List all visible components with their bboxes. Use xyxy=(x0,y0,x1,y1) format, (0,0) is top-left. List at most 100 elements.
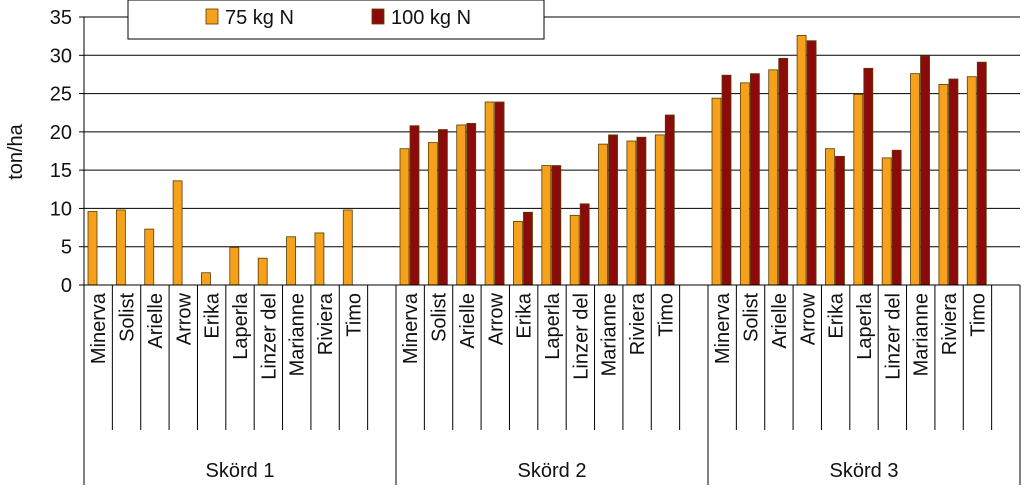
bar-skörd-2-solist-100 xyxy=(437,129,448,286)
bar-skörd-1-arrow-75 xyxy=(172,180,183,286)
x-tick-label: Arrow xyxy=(173,292,195,345)
bar-skörd-3-arielle-75 xyxy=(768,69,779,286)
bar-skörd-2-minerva-100 xyxy=(409,125,420,286)
x-tick-label: Laperla xyxy=(230,292,252,360)
group-label: Skörd 2 xyxy=(518,460,587,482)
y-tick-label: 25 xyxy=(50,84,72,106)
x-tick-label: Marianne xyxy=(287,293,309,376)
bar-skörd-1-erika-75 xyxy=(201,272,211,286)
x-tick-label: Marianne xyxy=(599,293,621,376)
bar-skörd-1-marianne-75 xyxy=(286,236,296,286)
bar-skörd-3-solist-100 xyxy=(749,73,760,286)
bar-skörd-3-linzer-del-100 xyxy=(891,149,902,286)
bar-skörd-3-minerva-75 xyxy=(711,97,722,286)
x-tick-label: Riviera xyxy=(315,292,337,355)
bar-skörd-3-riviera-75 xyxy=(938,83,949,286)
x-tick-label: Linzer del xyxy=(882,293,904,380)
group-label: Skörd 1 xyxy=(206,460,275,482)
legend-swatch xyxy=(205,8,219,25)
legend: 75 kg N 100 kg N xyxy=(127,0,545,40)
legend-swatch xyxy=(371,8,385,25)
x-tick-label: Arielle xyxy=(145,293,167,349)
y-tick-label: 5 xyxy=(61,237,72,259)
y-tick-label: 35 xyxy=(50,7,72,29)
bar-skörd-3-arrow-100 xyxy=(806,40,817,286)
x-tick-label: Riviera xyxy=(939,292,961,355)
bar-skörd-3-erika-75 xyxy=(825,148,835,286)
bar-skörd-3-marianne-100 xyxy=(920,55,930,286)
bar-skörd-2-arielle-100 xyxy=(466,123,477,286)
x-tick-label: Timo xyxy=(343,293,365,337)
bar-skörd-3-arielle-100 xyxy=(778,57,789,286)
x-tick-label: Solist xyxy=(117,293,139,342)
bar-skörd-2-arrow-100 xyxy=(494,101,505,286)
bar-skörd-2-timo-100 xyxy=(664,114,675,286)
bar-skörd-3-laperla-75 xyxy=(853,93,864,286)
bar-skörd-1-minerva-75 xyxy=(87,211,98,286)
legend-label: 75 kg N xyxy=(225,7,294,29)
x-tick-label: Erika xyxy=(202,292,224,338)
x-tick-label: Laperla xyxy=(542,292,564,360)
x-tick-label: Minerva xyxy=(712,292,734,364)
bar-skörd-3-linzer-del-75 xyxy=(881,157,892,286)
bar-skörd-3-riviera-100 xyxy=(948,78,959,286)
bar-skörd-2-solist-75 xyxy=(427,142,438,286)
bar-skörd-3-solist-75 xyxy=(739,82,750,286)
bar-skörd-2-laperla-75 xyxy=(541,165,552,286)
x-tick-label: Timo xyxy=(967,293,989,337)
bar-skörd-2-linzer-del-100 xyxy=(579,203,590,286)
bar-skörd-1-arielle-75 xyxy=(144,228,155,286)
y-tick-label: 15 xyxy=(50,160,72,182)
bar-skörd-3-arrow-75 xyxy=(796,34,807,286)
x-tick-label: Arrow xyxy=(797,292,819,345)
bar-skörd-1-laperla-75 xyxy=(229,247,240,286)
y-tick-label: 10 xyxy=(50,198,72,220)
y-tick-label: 20 xyxy=(50,122,72,144)
x-tick-label: Arielle xyxy=(769,293,791,349)
y-tick-label: 0 xyxy=(61,275,72,297)
x-tick-label: Erika xyxy=(514,292,536,338)
bar-skörd-2-timo-75 xyxy=(654,134,665,286)
x-tick-label: Arielle xyxy=(457,293,479,349)
x-tick-label: Marianne xyxy=(911,293,933,376)
x-tick-label: Linzer del xyxy=(258,293,280,380)
y-axis: 0 5 10 15 20 25 30 35 xyxy=(50,7,85,297)
x-tick-label: Timo xyxy=(655,293,677,337)
bar-skörd-2-arrow-75 xyxy=(484,101,495,286)
bar-skörd-2-minerva-75 xyxy=(399,148,410,286)
bar-skörd-3-minerva-100 xyxy=(721,74,732,286)
bar-skörd-2-linzer-del-75 xyxy=(569,214,580,286)
bar-skörd-2-marianne-75 xyxy=(598,143,608,286)
bar-skörd-2-riviera-75 xyxy=(626,140,637,286)
bar-skörd-1-timo-75 xyxy=(342,209,353,286)
x-tick-label: Arrow xyxy=(485,292,507,345)
bar-skörd-1-solist-75 xyxy=(115,209,126,286)
y-tick-label: 30 xyxy=(50,45,72,67)
x-axis: Minerva Solist Arielle Arrow Erika Laperla Lin… xyxy=(83,284,1021,485)
group-label: Skörd 3 xyxy=(830,460,899,482)
x-tick-label: Minerva xyxy=(88,292,110,364)
bar-skörd-3-timo-100 xyxy=(976,61,987,286)
bar-skörd-2-erika-75 xyxy=(513,221,523,286)
x-tick-label: Linzer del xyxy=(570,293,592,380)
bar-skörd-3-marianne-75 xyxy=(910,73,920,286)
bar-skörd-2-marianne-100 xyxy=(608,134,618,286)
y-axis-label: ton/ha xyxy=(5,123,27,179)
legend-label: 100 kg N xyxy=(391,7,471,29)
x-tick-label: Minerva xyxy=(400,292,422,364)
x-tick-label: Riviera xyxy=(627,292,649,355)
x-tick-label: Solist xyxy=(429,293,451,342)
x-tick-label: Laperla xyxy=(854,292,876,360)
bar-skörd-3-erika-100 xyxy=(835,155,845,286)
bar-skörd-2-erika-100 xyxy=(523,211,533,286)
bar-skörd-2-arielle-75 xyxy=(456,124,467,286)
bar-skörd-2-riviera-100 xyxy=(636,136,647,286)
x-tick-label: Solist xyxy=(741,293,763,342)
bar-skörd-3-timo-75 xyxy=(966,76,977,286)
bar-skörd-3-laperla-100 xyxy=(863,67,874,286)
bar-skörd-1-linzer-del-75 xyxy=(257,257,268,286)
bar-skörd-1-riviera-75 xyxy=(314,232,325,286)
x-tick-label: Erika xyxy=(826,292,848,338)
legend-box xyxy=(127,0,545,40)
